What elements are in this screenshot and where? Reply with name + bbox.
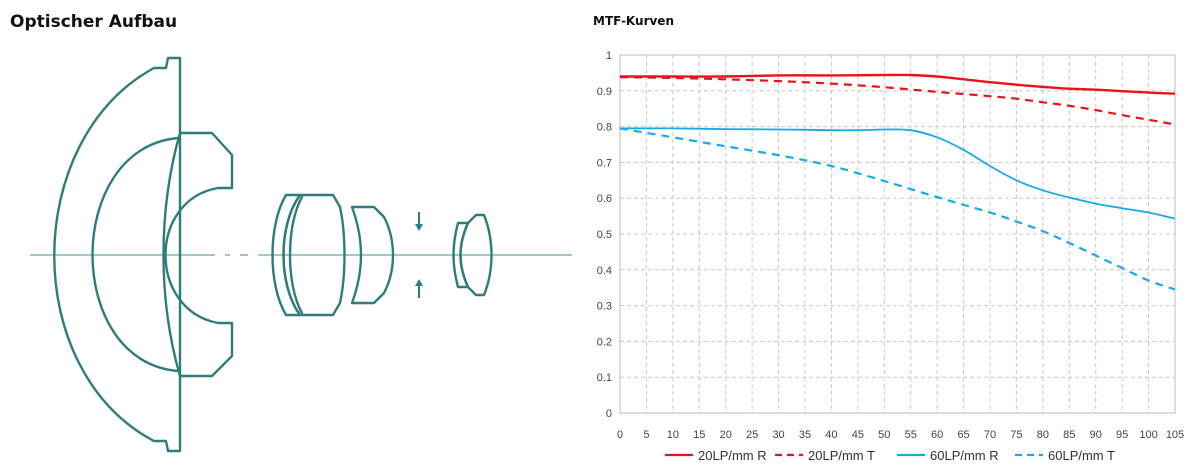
- x-tick-label: 35: [799, 429, 811, 441]
- y-tick-label: 0.3: [597, 301, 612, 313]
- y-tick-label: 0.8: [597, 122, 612, 134]
- lens-element-5: [350, 205, 395, 305]
- x-tick-label: 45: [852, 429, 864, 441]
- x-tick-label: 95: [1116, 429, 1128, 441]
- x-tick-label: 55: [905, 429, 917, 441]
- lens-element-1: [53, 56, 182, 453]
- mtf-chart-title: MTF-Kurven: [593, 14, 674, 28]
- x-tick-label: 5: [643, 429, 649, 441]
- mtf-chart: 0 5 10 15 20 25 30 35 40 45 50 55 60 65 70 75 80 85 90 95 10…: [597, 50, 1184, 463]
- x-tick-label: 90: [1090, 429, 1102, 441]
- x-tick-label: 70: [984, 429, 996, 441]
- x-tick-label: 50: [878, 429, 890, 441]
- x-tick-label: 100: [1139, 429, 1157, 441]
- y-tick-label: 0.4: [597, 265, 612, 277]
- y-tick-label: 0.7: [597, 157, 612, 169]
- x-tick-label: 60: [931, 429, 943, 441]
- lens-element-1-inner: [91, 136, 180, 373]
- y-tick-label: 0: [606, 408, 612, 420]
- x-tick-label: 10: [667, 429, 679, 441]
- legend-label: 60LP/mm R: [930, 448, 999, 463]
- legend-label: 60LP/mm T: [1048, 448, 1115, 463]
- x-tick-label: 20: [720, 429, 732, 441]
- series-line-3: [619, 127, 1176, 220]
- lens-element-2: [162, 131, 234, 378]
- x-tick-label: 0: [617, 429, 623, 441]
- x-tick-label: 85: [1063, 429, 1075, 441]
- y-tick-label: 1: [606, 50, 612, 62]
- optical-layout-panel: Optischer Aufbau: [0, 0, 590, 472]
- y-tick-label: 0.6: [597, 193, 612, 205]
- lens-element-4: [282, 193, 346, 317]
- x-tick-label: 25: [746, 429, 758, 441]
- y-tick-label: 0.9: [597, 86, 612, 98]
- lens-element-4-inner: [288, 195, 304, 315]
- legend-label: 20LP/mm T: [808, 448, 875, 463]
- lens-diagram: [30, 56, 572, 453]
- aperture-stop: [415, 212, 423, 298]
- mtf-chart-panel: MTF-Kurven 0 5 10 15 20 25 30 35 40 45 50 55 60 65 70 7…: [590, 0, 1200, 472]
- series-line-4: [619, 127, 1176, 291]
- legend-label: 20LP/mm R: [698, 448, 767, 463]
- lens-element-7: [459, 213, 493, 297]
- x-tick-label: 105: [1166, 429, 1184, 441]
- x-tick-label: 30: [772, 429, 784, 441]
- x-tick-label: 15: [693, 429, 705, 441]
- series-line-2: [619, 76, 1176, 126]
- y-tick-label: 0.1: [597, 372, 612, 384]
- x-tick-label: 65: [957, 429, 969, 441]
- y-tick-label: 0.5: [597, 229, 612, 241]
- x-tick-label: 75: [1010, 429, 1022, 441]
- x-tick-label: 80: [1037, 429, 1049, 441]
- optical-layout-title: Optischer Aufbau: [10, 12, 178, 32]
- x-tick-label: 40: [825, 429, 837, 441]
- series-line-1: [620, 73, 1176, 95]
- y-tick-label: 0.2: [597, 336, 612, 348]
